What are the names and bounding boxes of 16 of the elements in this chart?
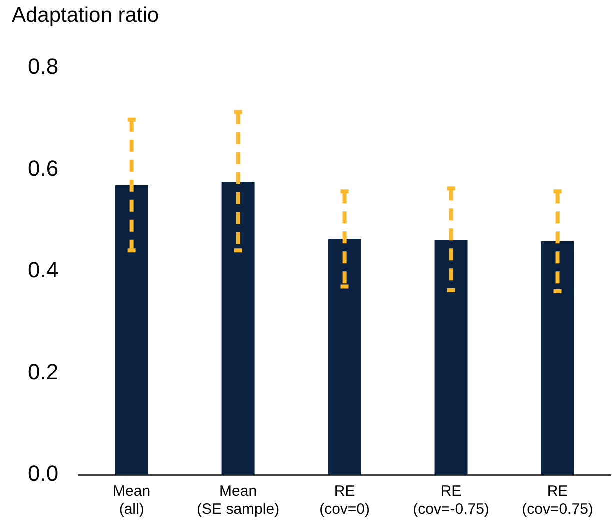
bar bbox=[222, 182, 255, 475]
y-tick-label: 0.8 bbox=[28, 54, 59, 80]
x-tick-label: Mean (SE sample) bbox=[197, 483, 280, 518]
x-tick-label: Mean (all) bbox=[113, 483, 151, 518]
x-tick-label: RE (cov=0) bbox=[320, 483, 370, 518]
y-tick-label: 0.4 bbox=[28, 258, 59, 283]
bar bbox=[115, 186, 148, 475]
x-tick-label: RE (cov=0.75) bbox=[522, 483, 594, 518]
y-tick-label: 0.0 bbox=[28, 461, 59, 486]
y-tick-label: 0.6 bbox=[28, 156, 59, 181]
bar bbox=[541, 241, 574, 475]
y-axis-title: Adaptation ratio bbox=[12, 4, 160, 28]
bar bbox=[328, 238, 362, 475]
y-tick-label: 0.2 bbox=[28, 359, 59, 384]
x-tick-label: RE (cov=-0.75) bbox=[413, 483, 490, 518]
bar bbox=[434, 240, 468, 475]
